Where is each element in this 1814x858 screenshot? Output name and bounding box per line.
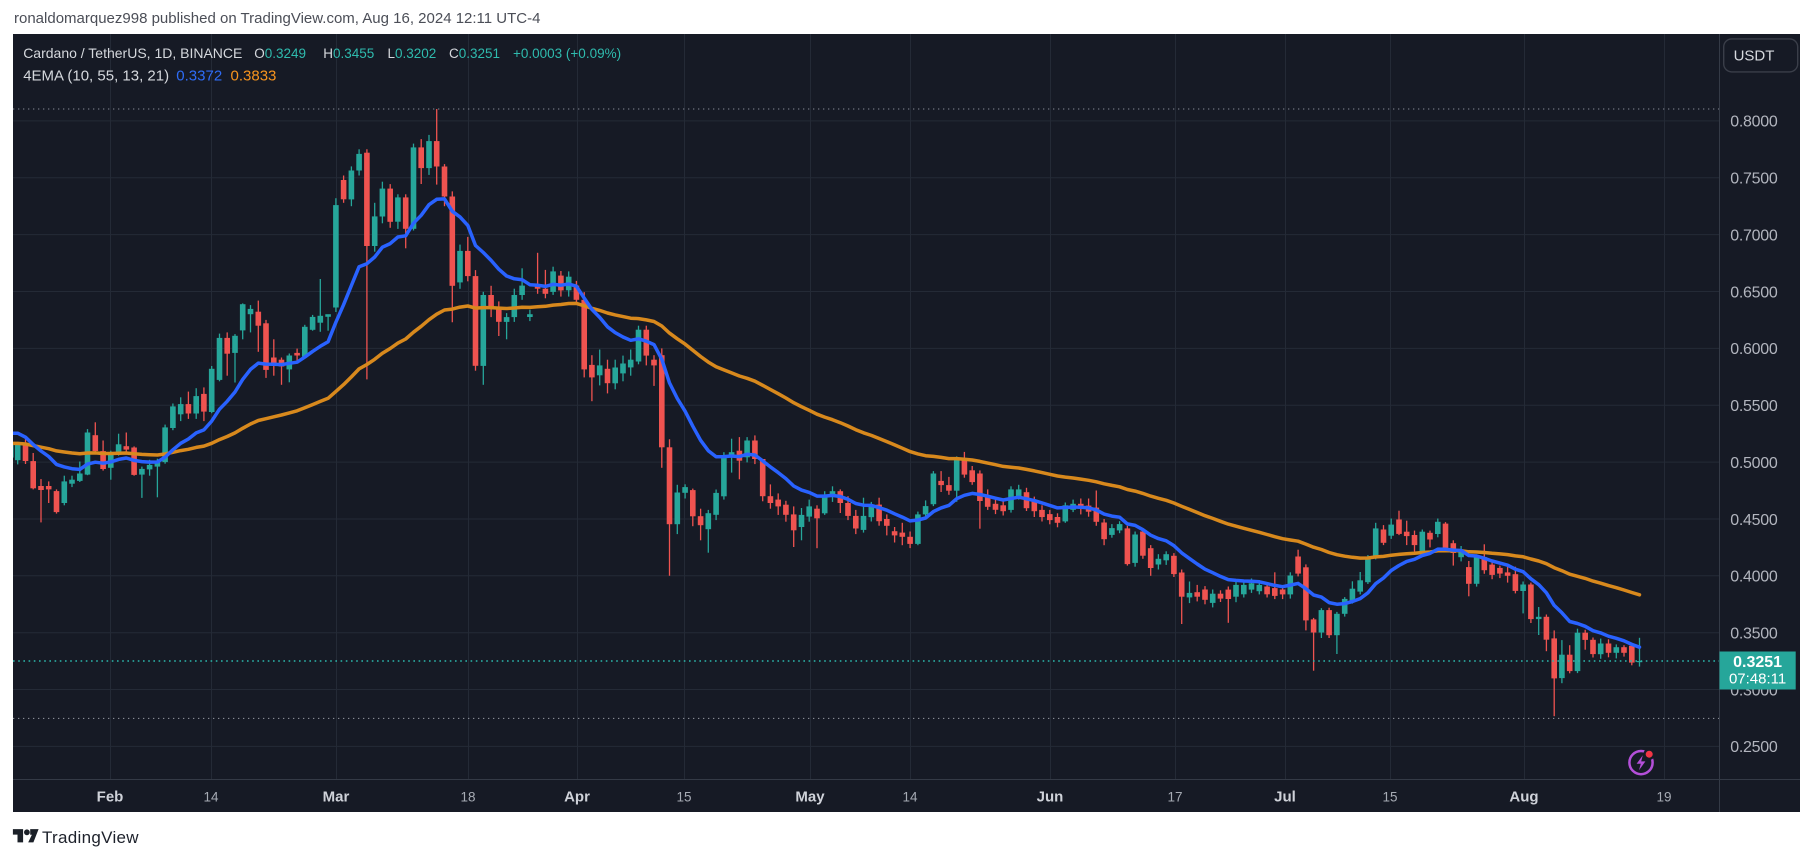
- svg-text:Jul: Jul: [1274, 789, 1296, 806]
- svg-text:18: 18: [460, 789, 475, 804]
- svg-text:15: 15: [1382, 789, 1397, 804]
- svg-text:19: 19: [1656, 789, 1671, 804]
- svg-text:14: 14: [203, 789, 219, 804]
- svg-text:L0.3202: L0.3202: [388, 46, 437, 61]
- svg-text:0.7500: 0.7500: [1730, 171, 1778, 188]
- svg-text:C0.3251: C0.3251: [449, 46, 500, 61]
- svg-text:Jun: Jun: [1037, 789, 1064, 806]
- svg-text:May: May: [795, 789, 825, 806]
- svg-text:0.3251: 0.3251: [1733, 654, 1782, 671]
- svg-text:0.8000: 0.8000: [1730, 114, 1778, 131]
- svg-text:0.5500: 0.5500: [1730, 398, 1778, 415]
- svg-text:0.7000: 0.7000: [1730, 227, 1778, 244]
- svg-text:0.4000: 0.4000: [1730, 569, 1778, 586]
- svg-text:USDT: USDT: [1734, 48, 1775, 65]
- svg-text:Mar: Mar: [323, 789, 350, 806]
- svg-text:Cardano / TetherUS, 1D, BINANC: Cardano / TetherUS, 1D, BINANCE: [23, 45, 242, 61]
- svg-text:07:48:11: 07:48:11: [1729, 671, 1786, 688]
- svg-text:+0.0003 (+0.09%): +0.0003 (+0.09%): [513, 46, 621, 61]
- svg-text:0.3372: 0.3372: [176, 68, 222, 85]
- svg-text:Apr: Apr: [564, 789, 590, 806]
- svg-text:14: 14: [902, 789, 918, 804]
- svg-text:4EMA (10, 55, 13, 21): 4EMA (10, 55, 13, 21): [23, 68, 169, 85]
- svg-text:17: 17: [1167, 789, 1182, 804]
- svg-text:0.6500: 0.6500: [1730, 284, 1778, 301]
- svg-text:15: 15: [676, 789, 691, 804]
- svg-text:Aug: Aug: [1509, 789, 1538, 806]
- svg-text:0.6000: 0.6000: [1730, 341, 1778, 358]
- svg-text:0.3833: 0.3833: [231, 68, 277, 85]
- svg-text:O0.3249: O0.3249: [254, 46, 306, 61]
- svg-text:H0.3455: H0.3455: [323, 46, 374, 61]
- svg-text:0.4500: 0.4500: [1730, 512, 1778, 529]
- svg-text:0.3500: 0.3500: [1730, 626, 1778, 643]
- svg-text:0.2500: 0.2500: [1730, 739, 1778, 756]
- svg-text:0.5000: 0.5000: [1730, 455, 1778, 472]
- svg-text:Feb: Feb: [97, 789, 124, 806]
